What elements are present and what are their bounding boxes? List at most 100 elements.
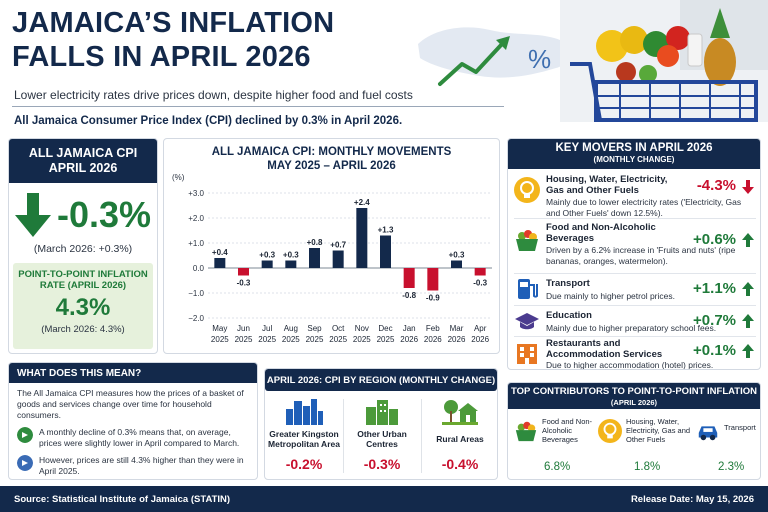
mover-divider <box>514 273 756 274</box>
contributor-value: 2.3% <box>718 461 745 473</box>
car-icon <box>698 426 718 441</box>
contributors-subtitle: (APRIL 2026) <box>610 398 658 407</box>
x-tick-label: Feb <box>426 324 440 333</box>
contributors-header: TOP CONTRIBUTORS TO POINT-TO-POINT INFLA… <box>508 383 760 409</box>
mover-divider <box>514 336 756 337</box>
data-label: +1.3 <box>378 226 394 235</box>
food-basket-icon <box>515 421 537 442</box>
chart-title-line: ALL JAMAICA CPI: MONTHLY MOVEMENTS <box>211 146 452 158</box>
contributor-food: Food and Non-Alcoholic Beverages 6.8% <box>514 413 600 479</box>
chart-bar <box>427 268 439 291</box>
contributor-name: Housing, Water, Electricity, Gas and Oth… <box>626 417 691 444</box>
contributor-transport: Transport 2.3% <box>696 413 756 479</box>
x-tick-year-label: 2026 <box>448 335 466 344</box>
chart-canvas: (%)+3.0 +2.0 +1.0 0.0 −1.0 −2.0 +0.4 May 2025 -0.… <box>172 173 492 344</box>
x-tick-label: Jun <box>237 324 250 333</box>
contributor-housing: Housing, Water, Electricity, Gas and Oth… <box>598 413 694 479</box>
data-label: +0.7 <box>330 241 346 250</box>
y-tick-label: +3.0 <box>188 189 204 198</box>
x-tick-year-label: 2026 <box>400 335 418 344</box>
x-tick-label: Dec <box>378 324 392 333</box>
x-tick-year-label: 2025 <box>282 335 300 344</box>
region-divider <box>421 399 422 473</box>
data-label: +0.3 <box>259 251 275 260</box>
x-tick-label: Mar <box>450 324 464 333</box>
explanation-point: However, prices are still 4.3% higher th… <box>17 455 249 477</box>
y-tick-label: 0.0 <box>193 264 205 273</box>
fuel-pump-icon <box>518 279 538 299</box>
explanation-point-text: However, prices are still 4.3% higher th… <box>39 455 244 476</box>
x-tick-label: Nov <box>355 324 369 333</box>
footer-bar: Source: Statistical Institute of Jamaica… <box>0 486 768 512</box>
up-arrow-icon <box>742 314 754 328</box>
explanation-body: The All Jamaica CPI measures how the pri… <box>9 383 257 477</box>
cpi-card-title: ALL JAMAICA CPI APRIL 2026 <box>9 139 157 183</box>
x-tick-year-label: 2025 <box>353 335 371 344</box>
graduation-cap-icon <box>515 313 539 330</box>
x-tick-label: Jan <box>403 324 416 333</box>
food-basket-icon <box>516 230 538 251</box>
region-item-rural: Rural Areas -0.4% <box>421 395 497 479</box>
cpi-main-figure: -0.3% <box>9 193 157 237</box>
region-item-urban: Other Urban Centres -0.3% <box>343 395 421 479</box>
y-tick-label: −1.0 <box>188 289 204 298</box>
mover-item-education: Education Mainly due to higher preparato… <box>508 307 760 335</box>
headline-statement: All Jamaica Consumer Price Index (CPI) d… <box>14 115 403 127</box>
title-divider <box>12 106 504 107</box>
top-contributors-panel: TOP CONTRIBUTORS TO POINT-TO-POINT INFLA… <box>507 382 761 480</box>
p2p-inflation-box: POINT-TO-POINT INFLATION RATE (APRIL 202… <box>13 263 153 349</box>
lightbulb-icon <box>514 177 540 203</box>
explanation-intro: The All Jamaica CPI measures how the pri… <box>17 388 244 420</box>
chart-bar <box>474 268 486 276</box>
region-value: -0.4% <box>441 456 479 472</box>
contributor-name: Transport <box>724 423 756 432</box>
key-movers-subtitle: (MONTHLY CHANGE) <box>593 155 675 164</box>
data-label: -0.3 <box>473 279 487 288</box>
contributor-value: 6.8% <box>544 461 571 473</box>
y-tick-label: −2.0 <box>188 314 204 323</box>
mover-desc: Due to higher accommodation (hotel) pric… <box>546 360 714 370</box>
mover-item-housing: Housing, Water, Electricity, Gas and Oth… <box>508 171 760 218</box>
chart-subtitle: MAY 2025 – APRIL 2026 <box>267 160 396 172</box>
up-arrow-icon <box>742 233 754 247</box>
mover-item-transport: Transport Due mainly to higher petrol pr… <box>508 275 760 303</box>
chart-bar <box>356 208 368 268</box>
mover-value: -4.3% <box>696 177 736 194</box>
x-tick-year-label: 2026 <box>424 335 442 344</box>
x-tick-year-label: 2025 <box>235 335 253 344</box>
region-title: APRIL 2026: CPI BY REGION (MONTHLY CHANG… <box>265 369 497 391</box>
data-label: +0.3 <box>283 251 299 260</box>
x-tick-label: Aug <box>284 324 298 333</box>
explanation-title: WHAT DOES THIS MEAN? <box>9 363 257 383</box>
chart-bar <box>451 260 462 268</box>
city-skyline-icon <box>286 399 323 425</box>
y-axis-label: (%) <box>172 173 185 182</box>
mover-desc: Mainly due to lower electricity rates ('… <box>546 197 742 218</box>
contributor-name: Food and Non-Alcoholic Beverages <box>542 417 593 444</box>
y-tick-label: +1.0 <box>188 239 204 248</box>
region-value: -0.2% <box>285 456 323 472</box>
right-arrow-icon <box>17 427 33 443</box>
chart-bar <box>332 250 344 268</box>
data-label: -0.3 <box>237 279 251 288</box>
chart-bar <box>238 268 249 276</box>
chart-title: ALL JAMAICA CPI: MONTHLY MOVEMENTS MAY 2… <box>164 145 499 173</box>
y-tick-label: +2.0 <box>188 214 204 223</box>
p2p-label: POINT-TO-POINT INFLATION RATE (APRIL 202… <box>18 269 148 291</box>
page-title: JAMAICA’S INFLATION FALLS IN APRIL 2026 <box>12 7 335 73</box>
x-tick-label: Jul <box>262 324 272 333</box>
data-label: -0.9 <box>426 294 440 303</box>
contributors-title: TOP CONTRIBUTORS TO POINT-TO-POINT INFLA… <box>511 386 757 397</box>
up-arrow-icon <box>742 282 754 296</box>
mover-desc: Due mainly to higher petrol prices. <box>546 291 675 301</box>
monthly-cpi-chart: (%) +3.0 +2.0 +1.0 0.0 −1.0 −2.0 +0.4 May 2025 -0.… <box>163 138 500 354</box>
hotel-building-icon <box>517 344 537 364</box>
mover-value: +1.1% <box>693 280 736 297</box>
p2p-value: 4.3% <box>55 294 111 321</box>
mover-item-food: Food and Non-Alcoholic Beverages Driven … <box>508 221 760 271</box>
down-arrow-icon <box>742 180 754 194</box>
region-divider <box>343 399 344 473</box>
chart-bar <box>285 260 297 268</box>
cpi-summary-card: ALL JAMAICA CPI APRIL 2026 -0.3% (March … <box>8 138 158 354</box>
explanation-point-text: A monthly decline of 0.3% means that, on… <box>39 427 240 448</box>
